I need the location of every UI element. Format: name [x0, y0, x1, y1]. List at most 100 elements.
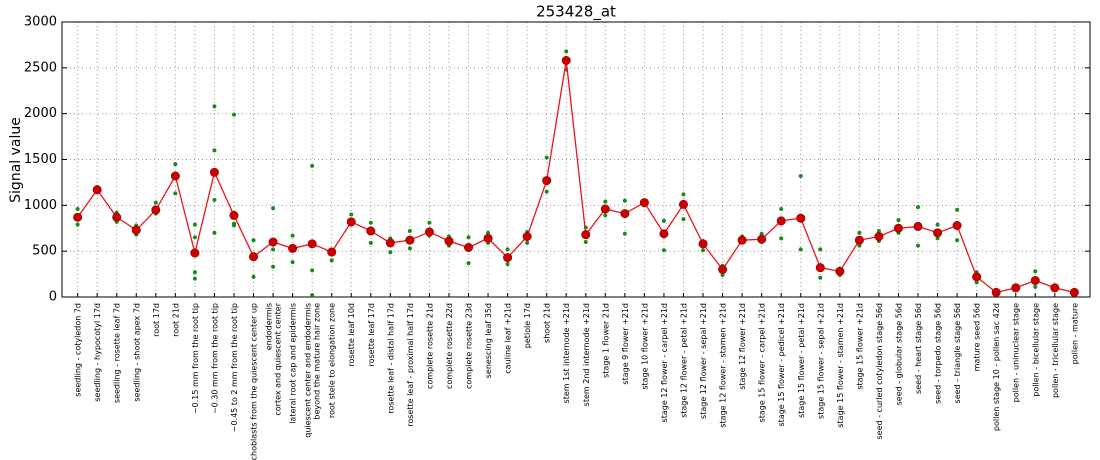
- y-tick-label: 2500: [24, 60, 57, 75]
- replicate-point: [192, 270, 197, 275]
- x-tick-label: ~0.15 mm from the root tip: [191, 303, 200, 414]
- replicate-point: [212, 148, 217, 153]
- replicate-point: [427, 220, 432, 225]
- mean-point: [639, 198, 649, 208]
- replicate-point: [681, 192, 686, 197]
- y-axis-label: Signal value: [8, 117, 24, 203]
- x-tick-label: pollen - mature: [1070, 303, 1079, 364]
- replicate-point: [290, 233, 295, 238]
- mean-point: [249, 252, 259, 262]
- mean-point: [112, 212, 122, 222]
- replicate-point: [759, 231, 764, 236]
- replicate-point: [583, 240, 588, 244]
- replicate-point: [368, 240, 373, 245]
- replicate-point: [368, 220, 373, 225]
- replicate-point: [466, 261, 471, 266]
- x-tick-label: stage 15 flower - stamen +21d: [836, 303, 845, 428]
- replicate-point: [271, 247, 276, 252]
- x-tick-label: lateral root cap and epidermis: [289, 303, 298, 424]
- mean-point: [366, 226, 376, 236]
- mean-point: [1030, 275, 1040, 285]
- mean-point: [972, 272, 982, 282]
- x-tick-label: pollen stage 10 - pollen sac 42d: [992, 303, 1001, 431]
- replicate-point: [192, 222, 197, 227]
- mean-point: [581, 230, 591, 240]
- replicate-point: [1033, 284, 1038, 289]
- x-tick-label: seed - globular stage 56d: [894, 303, 903, 405]
- mean-point: [131, 225, 141, 235]
- replicate-point: [622, 231, 627, 236]
- replicate-point: [818, 247, 823, 252]
- replicate-point: [231, 112, 236, 117]
- y-tick-label: 2000: [24, 106, 57, 121]
- replicate-point: [75, 222, 80, 227]
- chart-title: 253428_at: [536, 3, 616, 22]
- replicate-point: [192, 235, 197, 240]
- mean-point: [893, 223, 903, 233]
- replicate-point: [857, 243, 862, 248]
- x-tick-label: pollen - uninuclear stage: [1012, 303, 1021, 402]
- x-tick-label: senescing leaf 35d: [484, 303, 493, 378]
- replicate-point: [701, 248, 706, 253]
- replicate-point: [798, 174, 803, 178]
- replicate-point: [75, 207, 80, 211]
- mean-point: [464, 243, 474, 253]
- replicate-point: [251, 238, 256, 243]
- x-tick-label: pollen - tricellular stage: [1051, 303, 1060, 398]
- replicate-point: [212, 230, 217, 235]
- replicate-point: [310, 293, 315, 298]
- x-tick-label: root 17d: [152, 303, 161, 337]
- replicate-point: [818, 275, 823, 280]
- mean-point: [698, 239, 708, 249]
- replicate-point: [192, 276, 197, 281]
- x-tick-label: stage 15 flower - carpel +21d: [758, 303, 767, 422]
- x-tick-label: atrichoblasts from the quiescent center …: [250, 303, 259, 460]
- mean-point: [385, 238, 395, 248]
- x-tick-label: rosette leaf - proximal half 17d: [406, 303, 415, 427]
- x-tick-label: seed - torpedo stage 56d: [934, 303, 943, 404]
- replicate-point: [779, 207, 784, 211]
- x-tick-label: rosette leaf - distal half 17d: [386, 303, 395, 414]
- mean-point: [1050, 283, 1060, 293]
- mean-point: [1069, 287, 1079, 297]
- replicate-point: [466, 235, 471, 240]
- mean-point: [600, 204, 610, 214]
- replicate-point: [212, 104, 217, 109]
- replicate-point: [935, 236, 940, 241]
- replicate-point: [407, 229, 412, 233]
- replicate-point: [916, 205, 921, 210]
- replicate-point: [603, 199, 608, 204]
- replicate-point: [974, 280, 979, 285]
- mean-point: [503, 253, 513, 263]
- x-tick-label: stage 15 flower - sepal +21d: [816, 303, 825, 419]
- mean-point: [92, 185, 102, 195]
- x-tick-label: shoot 21d: [543, 303, 552, 343]
- mean-point: [483, 233, 493, 243]
- mean-point: [522, 232, 532, 242]
- mean-point: [874, 232, 884, 242]
- replicate-point: [231, 223, 236, 228]
- mean-point: [209, 167, 219, 177]
- x-tick-label: root 21d: [171, 303, 180, 337]
- replicate-point: [251, 274, 256, 279]
- replicate-point: [486, 230, 491, 235]
- replicate-point: [661, 248, 666, 253]
- mean-point: [659, 229, 669, 239]
- x-tick-label: stage 9 flower +21d: [621, 303, 630, 385]
- mean-point: [190, 248, 200, 258]
- replicate-point: [622, 198, 627, 203]
- mean-point: [346, 217, 356, 227]
- replicate-point: [173, 162, 178, 167]
- replicate-point: [173, 191, 178, 196]
- x-tick-label: stage 12 flower - stamen +21d: [719, 303, 728, 428]
- x-tick-label: mature seed 56d: [973, 303, 982, 371]
- mean-point: [678, 199, 688, 209]
- x-tick-label: stage 15 flower - pedicel +21d: [777, 303, 786, 426]
- x-tick-label: ~0.30 mm from the root tip: [210, 303, 219, 414]
- replicate-point: [153, 200, 158, 205]
- mean-point: [542, 176, 552, 186]
- replicate-point: [876, 229, 881, 233]
- y-tick-label: 3000: [24, 15, 57, 30]
- replicate-point: [857, 230, 862, 235]
- mean-point: [170, 171, 180, 181]
